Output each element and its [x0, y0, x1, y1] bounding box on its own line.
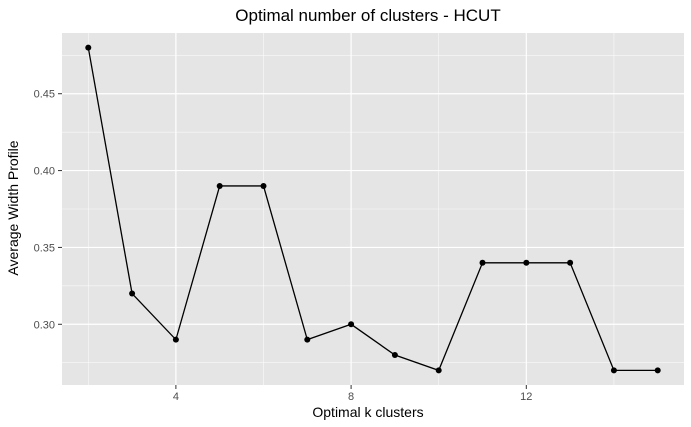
x-axis-title: Optimal k clusters [312, 404, 423, 420]
data-point [260, 182, 267, 189]
x-tick-label: 4 [173, 391, 179, 403]
y-tick-label: 0.45 [34, 89, 55, 101]
x-axis-ticks: 4 8 12 [173, 385, 532, 403]
data-point [129, 290, 136, 297]
y-tick-label: 0.40 [34, 166, 55, 178]
series-line [87, 47, 658, 372]
data-point [172, 336, 179, 343]
data-point [85, 44, 92, 51]
data-point [216, 182, 223, 189]
data-point [654, 367, 661, 374]
data-point [304, 336, 311, 343]
data-point [610, 367, 617, 374]
y-axis-ticks: 0.30 0.35 0.40 0.45 [34, 89, 62, 331]
data-point [479, 259, 486, 266]
y-tick-label: 0.30 [34, 319, 55, 331]
x-tick-label: 12 [520, 391, 532, 403]
data-point [435, 367, 442, 374]
data-point [567, 259, 574, 266]
data-point [348, 321, 355, 328]
data-points [85, 44, 661, 374]
grid-minor [62, 33, 684, 385]
y-tick-label: 0.35 [34, 242, 55, 254]
x-tick-label: 8 [348, 391, 354, 403]
chart-title: Optimal number of clusters - HCUT [235, 6, 500, 25]
data-point [391, 352, 398, 359]
data-point [523, 259, 530, 266]
y-axis-title: Average Width Profile [5, 140, 21, 275]
